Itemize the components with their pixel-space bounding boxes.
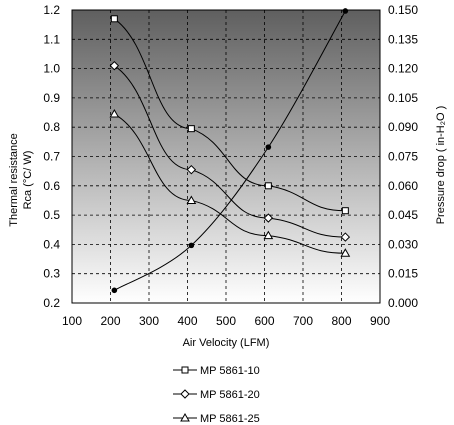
marker-triangle bbox=[263, 230, 274, 240]
y-tick-label: 0.7 bbox=[43, 150, 60, 164]
marker-diamond bbox=[340, 232, 351, 242]
marker-dot bbox=[188, 242, 195, 249]
marker-diamond bbox=[263, 213, 274, 223]
x-tick-label: 900 bbox=[370, 314, 390, 328]
marker-square bbox=[187, 125, 195, 133]
y-tick-label: 1.2 bbox=[43, 3, 60, 17]
y2-tick-label: 0.105 bbox=[388, 91, 418, 105]
marker-triangle bbox=[109, 109, 120, 118]
legend: MP 5861-10 MP 5861-20 MP 5861-25 bbox=[173, 365, 260, 425]
ticks-layer: 100 200 300 400 500 600 700 800 900 0.2 0.3 0.4 0.5 0… bbox=[43, 3, 418, 328]
y2-tick-label: 0.090 bbox=[388, 120, 418, 134]
marker-diamond bbox=[109, 60, 120, 71]
x-tick-label: 100 bbox=[62, 314, 82, 328]
y-tick-label: 0.3 bbox=[43, 267, 60, 281]
y2-tick-label: 0.045 bbox=[388, 208, 418, 222]
y2-tick-label: 0.075 bbox=[388, 150, 418, 164]
marker-triangle bbox=[186, 195, 197, 204]
legend-label: MP 5861-25 bbox=[200, 413, 260, 425]
marker-triangle bbox=[180, 412, 190, 422]
grid bbox=[72, 10, 380, 303]
marker-square bbox=[110, 15, 118, 23]
y2-axis-label: Pressure drop ( in-H₂O ) bbox=[435, 106, 447, 225]
y2-tick-label: 0.135 bbox=[388, 32, 418, 46]
legend-label: MP 5861-10 bbox=[200, 365, 260, 377]
x-tick-label: 500 bbox=[216, 314, 236, 328]
y-axis-label-line-2: Rca (°C/ W) bbox=[22, 151, 34, 210]
x-tick-label: 200 bbox=[100, 314, 120, 328]
y-tick-label: 0.6 bbox=[43, 179, 60, 193]
series-line-1 bbox=[114, 18, 346, 212]
series-line-3 bbox=[114, 113, 346, 254]
x-tick-label: 300 bbox=[139, 314, 159, 328]
marker-triangle bbox=[340, 248, 351, 257]
y-axis-label: Thermal resistance Rca (°C/ W) bbox=[8, 133, 34, 227]
marker-diamond bbox=[186, 164, 197, 175]
x-tick-label: 700 bbox=[293, 314, 313, 328]
marker-dot bbox=[342, 8, 349, 14]
y-tick-label: 0.8 bbox=[43, 120, 60, 134]
marker-square bbox=[341, 207, 349, 215]
series-line-2 bbox=[114, 65, 346, 238]
y2-tick-label: 0.150 bbox=[388, 3, 418, 17]
marker-diamond bbox=[180, 389, 190, 399]
x-tick-label: 400 bbox=[177, 314, 197, 328]
series-layer bbox=[109, 8, 351, 294]
legend-label: MP 5861-20 bbox=[200, 389, 260, 401]
y2-tick-label: 0.000 bbox=[388, 296, 418, 310]
y-tick-label: 0.5 bbox=[43, 208, 60, 222]
plot-frame bbox=[71, 9, 381, 304]
marker-square bbox=[264, 182, 272, 190]
y-tick-label: 1.1 bbox=[43, 32, 60, 46]
marker-square bbox=[181, 366, 189, 374]
x-tick-label: 800 bbox=[331, 314, 351, 328]
y2-tick-label: 0.120 bbox=[388, 62, 418, 76]
x-tick-label: 600 bbox=[254, 314, 274, 328]
y2-tick-label: 0.030 bbox=[388, 237, 418, 251]
y2-tick-label: 0.060 bbox=[388, 179, 418, 193]
y-tick-label: 0.2 bbox=[43, 296, 60, 310]
y-tick-label: 0.9 bbox=[43, 91, 60, 105]
marker-dot bbox=[265, 144, 272, 150]
y-tick-label: 1.0 bbox=[43, 62, 60, 76]
series-line-4 bbox=[114, 10, 346, 291]
marker-dot bbox=[111, 287, 118, 294]
y-axis-label-line-1: Thermal resistance bbox=[8, 133, 20, 227]
y-tick-label: 0.4 bbox=[43, 237, 60, 251]
y2-tick-label: 0.015 bbox=[388, 267, 418, 281]
x-axis-label: Air Velocity (LFM) bbox=[183, 337, 270, 349]
